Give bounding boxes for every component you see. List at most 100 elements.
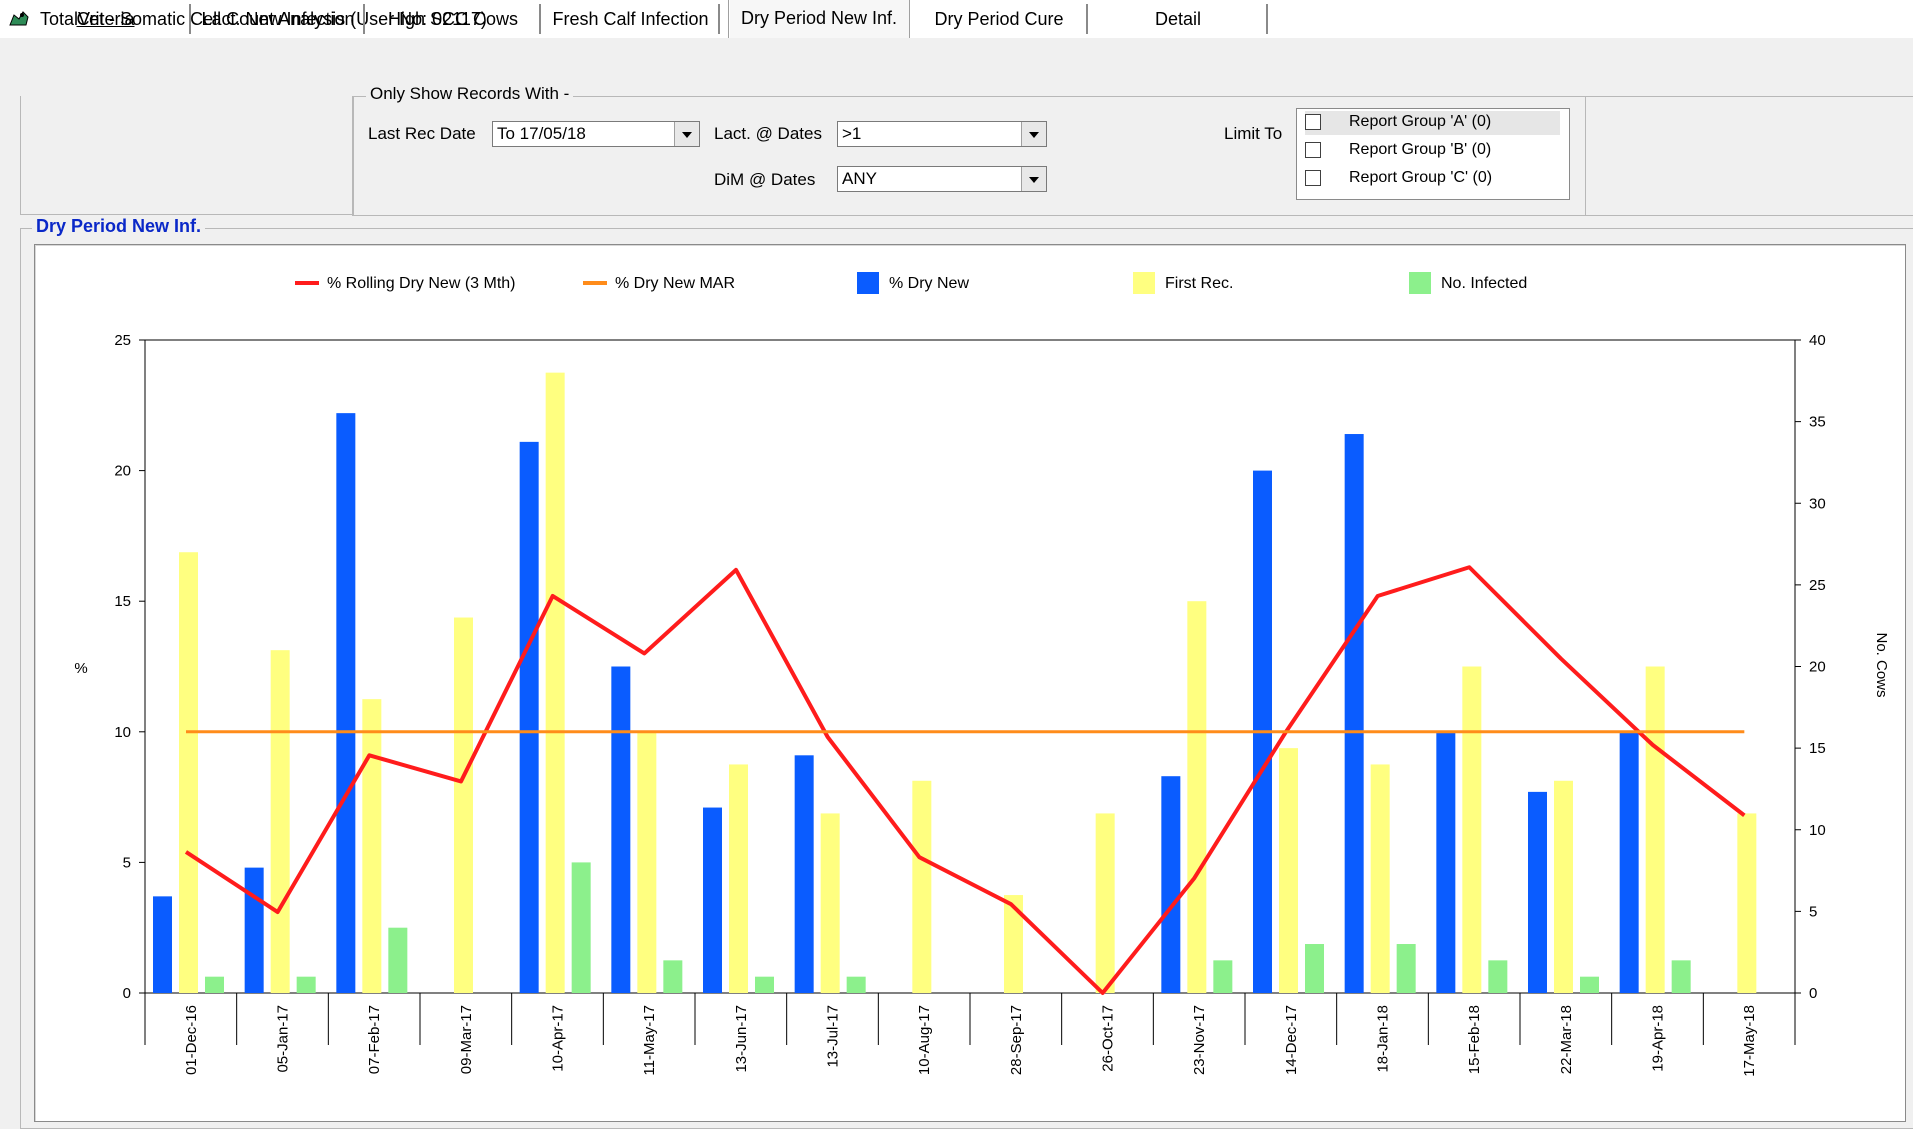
left-axis-tick-label: 0 <box>123 985 131 1002</box>
bar-first-rec- <box>179 552 198 993</box>
x-axis-tick-label: 13-Jul-17 <box>825 1005 842 1068</box>
report-group-c-item[interactable]: Report Group 'C' (0) <box>1305 167 1560 191</box>
left-axis-tick-label: 15 <box>114 593 131 610</box>
last-rec-date-dropdown[interactable]: To 17/05/18 <box>492 121 700 147</box>
bar-first-rec- <box>1004 895 1023 993</box>
x-axis-tick-label: 07-Feb-17 <box>366 1005 383 1074</box>
report-group-c-label: Report Group 'C' (0) <box>1349 169 1493 186</box>
chevron-down-icon[interactable] <box>674 122 699 146</box>
criteria-group-title: Only Show Records With - <box>366 84 574 104</box>
bar-no-infected <box>1488 960 1508 993</box>
bar--dry-new <box>1528 791 1547 993</box>
right-axis-tick-label: 20 <box>1809 659 1826 676</box>
report-group-b-item[interactable]: Report Group 'B' (0) <box>1305 139 1560 163</box>
right-axis-tick-label: 30 <box>1809 495 1826 512</box>
bar-no-infected <box>1305 944 1324 993</box>
chevron-down-icon[interactable] <box>1021 167 1046 191</box>
tab-high-scc-cows[interactable]: High SCC Cows <box>367 4 541 34</box>
left-axis-label: % <box>74 660 87 677</box>
x-axis-tick-label: 22-Mar-18 <box>1558 1005 1575 1074</box>
bar-first-rec- <box>1095 813 1115 993</box>
legend-swatch-box <box>1133 272 1155 294</box>
series-line-rolling-dry-new <box>184 565 1746 995</box>
bar-no-infected <box>571 862 591 993</box>
bar--dry-new <box>1344 434 1364 993</box>
chart-frame: 0 5 10 15 20 25 0 5 10 15 20 25 30 35 40% No. Cows 01-De… <box>34 244 1906 1122</box>
right-axis-tick-label: 15 <box>1809 740 1826 757</box>
bar--dry-new <box>1619 731 1639 993</box>
bar-first-rec- <box>637 731 657 993</box>
report-group-b-checkbox[interactable] <box>1305 142 1321 158</box>
bar--dry-new <box>519 441 539 993</box>
dim-at-dates-dropdown[interactable]: ANY <box>837 166 1047 192</box>
right-axis-tick-label: 0 <box>1809 985 1817 1002</box>
legend-label: No. Infected <box>1441 275 1527 292</box>
legend-swatch-box <box>1409 272 1431 294</box>
tab-lact-new-infection[interactable]: Lact. New Infection <box>193 4 365 34</box>
bar-no-infected <box>1396 944 1416 993</box>
lact-at-dates-dropdown[interactable]: >1 <box>837 121 1047 147</box>
last-rec-date-label: Last Rec Date <box>368 124 476 143</box>
bar-no-infected <box>296 976 316 993</box>
report-group-c-checkbox[interactable] <box>1305 170 1321 186</box>
legend-label: % Dry New <box>889 275 969 292</box>
x-axis-tick-label: 05-Jan-17 <box>275 1005 292 1073</box>
x-axis-tick-label: 13-Jun-17 <box>733 1005 750 1073</box>
bar--dry-new <box>703 807 722 993</box>
bar-no-infected <box>1580 976 1599 993</box>
tab-dry-period-cure[interactable]: Dry Period Cure <box>912 4 1088 34</box>
bar-no-infected <box>755 976 774 993</box>
bar-first-rec- <box>1370 764 1390 993</box>
x-axis-tick-label: 23-Nov-17 <box>1191 1005 1208 1075</box>
tab-dry-period-new-inf[interactable]: Dry Period New Inf. <box>728 0 910 38</box>
bar--dry-new <box>794 755 814 993</box>
bar-first-rec- <box>1737 813 1757 993</box>
bar-first-rec- <box>270 650 290 993</box>
x-axis-tick-label: 01-Dec-16 <box>183 1005 200 1075</box>
bar-first-rec- <box>1645 666 1665 993</box>
report-group-a-item[interactable]: Report Group 'A' (0) <box>1305 111 1560 135</box>
report-group-a-label: Report Group 'A' (0) <box>1349 113 1492 130</box>
criteria-left-panel <box>20 96 354 215</box>
bar-no-infected <box>1213 960 1233 993</box>
bar--dry-new <box>1436 731 1456 993</box>
right-axis-tick-label: 10 <box>1809 822 1826 839</box>
bar-first-rec- <box>820 813 840 993</box>
limit-to-label: Limit To <box>1224 124 1283 143</box>
tab-criteria-label: Criteria <box>76 9 135 29</box>
x-axis-tick-label: 26-Oct-17 <box>1100 1005 1117 1072</box>
tab-detail[interactable]: Detail <box>1090 4 1268 34</box>
report-group-a-checkbox[interactable] <box>1305 114 1321 130</box>
left-axis-tick-label: 10 <box>114 724 131 741</box>
bar-first-rec- <box>912 780 932 993</box>
tab-criteria[interactable]: Criteria <box>22 4 191 34</box>
x-axis-tick-label: 19-Apr-18 <box>1650 1005 1667 1072</box>
chart-section-title: Dry Period New Inf. <box>32 216 206 237</box>
chevron-down-icon[interactable] <box>1021 122 1046 146</box>
dry-period-chart: 0 5 10 15 20 25 0 5 10 15 20 25 30 35 40% No. Cows 01-De… <box>74 272 1890 1077</box>
criteria-group-box <box>352 96 1586 216</box>
report-group-list: Report Group 'A' (0) Report Group 'B' (0… <box>1296 108 1570 200</box>
bar--dry-new <box>336 413 356 993</box>
x-axis-tick-label: 11-May-17 <box>641 1005 658 1076</box>
legend-label: First Rec. <box>1165 275 1233 292</box>
title-bar: TotalVet - Somatic Cell Count Analysis (… <box>0 0 1913 38</box>
bar-first-rec- <box>729 764 748 993</box>
lact-at-dates-label: Lact. @ Dates <box>714 124 822 143</box>
tab-fresh-calf-infection[interactable]: Fresh Calf Infection <box>543 4 720 34</box>
bar-first-rec- <box>1462 666 1482 993</box>
report-group-b-label: Report Group 'B' (0) <box>1349 141 1492 158</box>
bar-first-rec- <box>1187 601 1207 993</box>
left-axis-tick-label: 5 <box>123 854 131 871</box>
last-rec-date-value: To 17/05/18 <box>497 124 586 143</box>
left-axis-tick-label: 20 <box>114 463 131 480</box>
window-title: TotalVet - Somatic Cell Count Analysis (… <box>40 9 487 29</box>
x-axis-tick-label: 28-Sep-17 <box>1008 1005 1025 1075</box>
bar-first-rec- <box>1279 748 1298 993</box>
lact-at-dates-value: >1 <box>842 124 862 143</box>
x-axis-tick-label: 10-Apr-17 <box>550 1005 567 1072</box>
right-axis-label: No. Cows <box>1873 632 1890 697</box>
right-axis-tick-label: 40 <box>1809 332 1826 349</box>
bar--dry-new <box>611 666 631 993</box>
x-axis-tick-label: 14-Dec-17 <box>1283 1005 1300 1075</box>
